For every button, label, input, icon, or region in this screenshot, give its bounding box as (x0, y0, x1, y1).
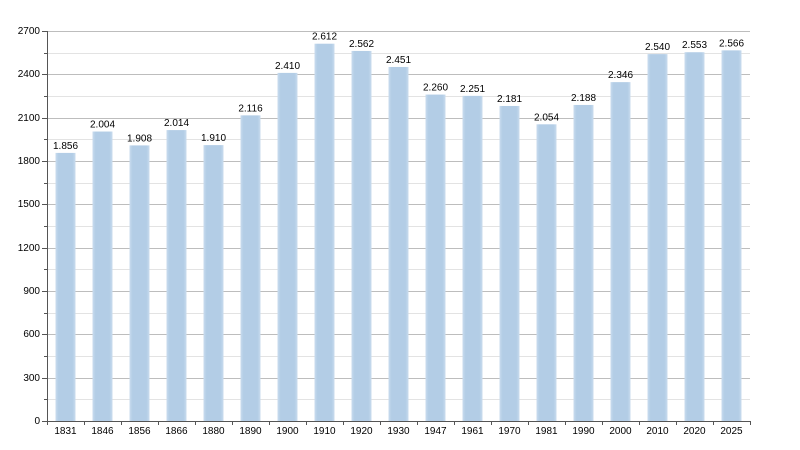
data-label-1890: 2.116 (238, 103, 263, 114)
y-tick-label: 2100 (18, 113, 41, 124)
data-label-1947: 2.260 (423, 83, 448, 94)
y-tick-label: 2700 (18, 26, 41, 37)
bar-1831 (55, 152, 76, 421)
data-label-1831: 1.856 (53, 141, 78, 152)
data-label-2025: 2.566 (719, 38, 744, 49)
bar-1856 (129, 145, 150, 421)
bar-1920 (351, 50, 372, 422)
bar-1866 (166, 130, 187, 421)
x-tick-label: 1880 (202, 426, 225, 437)
bar-2000 (610, 82, 631, 421)
data-label-2010: 2.540 (645, 42, 670, 53)
x-tick-label: 1961 (461, 426, 484, 437)
x-tick-label: 1970 (498, 426, 521, 437)
data-label-2020: 2.553 (682, 40, 707, 51)
y-tick-label: 0 (34, 416, 40, 427)
data-label-2000: 2.346 (608, 70, 633, 81)
axes (42, 31, 751, 425)
x-tick-label: 1981 (535, 426, 558, 437)
y-tick-label: 600 (23, 329, 40, 340)
bar-1970 (499, 105, 520, 421)
bar-1900 (277, 72, 298, 421)
data-label-1990: 2.188 (571, 93, 596, 104)
bar-2010 (647, 54, 668, 422)
x-tick-label: 1866 (165, 426, 188, 437)
data-label-1880: 1.910 (201, 133, 226, 144)
x-tick-label: 2000 (609, 426, 632, 437)
data-label-1900: 2.410 (275, 61, 300, 72)
y-tick-label: 900 (23, 286, 40, 297)
data-label-1846: 2.004 (90, 120, 115, 131)
x-tick-label: 1890 (239, 426, 262, 437)
data-label-1961: 2.251 (460, 84, 485, 95)
bar-1990 (573, 104, 594, 422)
bar-1910 (314, 43, 335, 422)
x-tick-label: 1846 (91, 426, 114, 437)
x-tick-label: 1990 (572, 426, 595, 437)
x-tick-label: 1930 (387, 426, 410, 437)
data-label-1970: 2.181 (497, 94, 522, 105)
x-tick-label: 1831 (54, 426, 77, 437)
data-labels: 1.856 2.004 1.908 2.014 1.910 2.116 2.410 2.612… (53, 32, 744, 152)
data-label-1920: 2.562 (349, 39, 374, 50)
bar-2020 (684, 52, 705, 421)
bar-1846 (92, 131, 113, 421)
bar-1890 (240, 115, 261, 422)
y-axis-labels: 0 300 600 900 1200 1500 1800 2100 2400 2700 (18, 26, 41, 427)
bars (55, 43, 742, 422)
data-label-1856: 1.908 (127, 133, 152, 144)
bar-1880 (203, 145, 224, 422)
x-tick-label: 1947 (424, 426, 447, 437)
y-tick-label: 1500 (18, 199, 41, 210)
y-tick-label: 1200 (18, 243, 41, 254)
data-label-1866: 2.014 (164, 118, 189, 129)
bar-1961 (462, 95, 483, 422)
bar-1981 (536, 124, 557, 421)
x-tick-label: 1920 (350, 426, 373, 437)
x-tick-label: 1856 (128, 426, 151, 437)
x-axis-labels: 1831 1846 1856 1866 1880 1890 1900 1910 1920 1930… (54, 426, 743, 437)
y-tick-label: 1800 (18, 156, 41, 167)
x-tick-label: 2025 (720, 426, 743, 437)
x-tick-label: 1910 (313, 426, 336, 437)
y-tick-label: 2400 (18, 69, 41, 80)
bar-2025 (721, 50, 742, 422)
data-label-1910: 2.612 (312, 32, 337, 43)
bar-1947 (425, 94, 446, 421)
x-tick-label: 2020 (683, 426, 706, 437)
y-tick-label: 300 (23, 373, 40, 384)
bar-1930 (388, 66, 409, 421)
data-label-1930: 2.451 (386, 55, 411, 66)
data-label-1981: 2.054 (534, 112, 559, 123)
x-tick-label: 2010 (646, 426, 669, 437)
x-tick-label: 1900 (276, 426, 299, 437)
